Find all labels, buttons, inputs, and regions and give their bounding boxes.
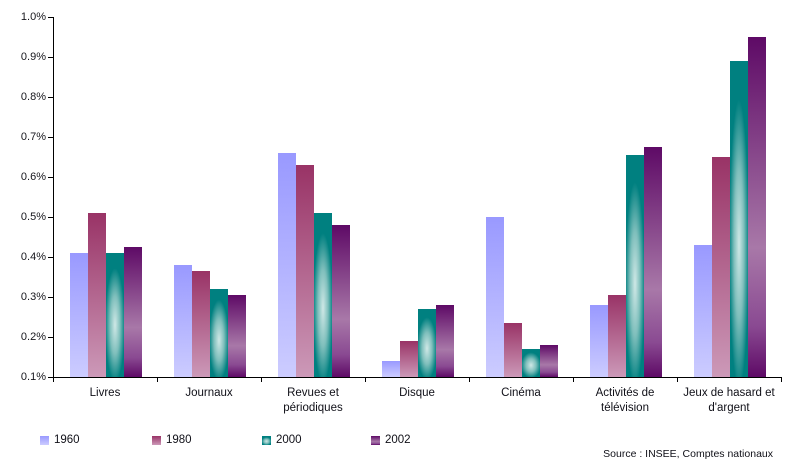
- category-label: Journaux: [154, 386, 264, 401]
- bar-1980: [504, 323, 522, 377]
- bar-1960: [70, 253, 88, 377]
- legend-item-1960: 1960: [40, 433, 80, 447]
- y-tick-mark: [48, 17, 53, 18]
- y-tick-label: 0.2%: [20, 331, 46, 343]
- bar-group-7: [678, 37, 782, 377]
- bar-group-5: [470, 217, 574, 377]
- y-tick-label: 0.3%: [20, 291, 46, 303]
- legend-swatch-icon: [152, 435, 161, 445]
- bar-2002: [228, 295, 246, 377]
- bar-1960: [174, 265, 192, 377]
- category-label-line: Jeux de hasard et: [683, 387, 775, 399]
- x-tick-mark: [261, 378, 262, 382]
- category-label-line: Revues et: [287, 387, 339, 399]
- y-tick-label: 0.5%: [20, 211, 46, 223]
- category-label-line: Activités de: [595, 387, 655, 399]
- bar-2002: [124, 247, 142, 377]
- x-tick-mark: [677, 378, 678, 382]
- legend-item-1980: 1980: [152, 433, 192, 447]
- legend-label: 1960: [54, 434, 80, 446]
- bar-1960: [694, 245, 712, 377]
- bar-2000: [210, 289, 228, 377]
- bar-2002: [540, 345, 558, 377]
- category-label-line: Livres: [89, 387, 121, 399]
- legend-swatch-icon: [371, 435, 380, 445]
- category-label-line: d'argent: [708, 402, 750, 414]
- source-note: Source : INSEE, Comptes nationaux: [603, 448, 773, 460]
- category-label: Livres: [50, 386, 160, 401]
- chart-legend: 1960 1980 2000 2002: [0, 433, 795, 451]
- bar-2000: [522, 349, 540, 377]
- bar-2000: [626, 155, 644, 377]
- bar-group-6: [574, 147, 678, 377]
- y-tick-mark: [48, 217, 53, 218]
- legend-label: 1980: [166, 434, 192, 446]
- category-label-line: télévision: [601, 402, 649, 414]
- category-label-line: Journaux: [185, 387, 233, 399]
- bar-2002: [436, 305, 454, 377]
- bar-1980: [400, 341, 418, 377]
- legend-item-2000: 2000: [262, 433, 302, 447]
- category-label: Activités de télévision: [570, 386, 680, 416]
- category-label-line: périodiques: [283, 402, 343, 414]
- bar-2002: [332, 225, 350, 377]
- category-label-line: Cinéma: [501, 387, 541, 399]
- legend-swatch-icon: [40, 435, 49, 445]
- legend-swatch-icon: [262, 435, 271, 445]
- bar-2000: [314, 213, 332, 377]
- category-label: Jeux de hasard et d'argent: [674, 386, 784, 416]
- y-tick-label: 0.8%: [20, 91, 46, 103]
- bar-1980: [192, 271, 210, 377]
- category-label: Cinéma: [466, 386, 576, 401]
- category-label-line: Disque: [399, 387, 435, 399]
- y-tick-mark: [48, 137, 53, 138]
- category-label: Revues et périodiques: [258, 386, 368, 416]
- x-tick-mark: [781, 378, 782, 382]
- bar-2002: [644, 147, 662, 377]
- bar-1980: [88, 213, 106, 377]
- y-tick-label: 1.0%: [20, 11, 46, 23]
- bar-2000: [730, 61, 748, 377]
- bar-1960: [278, 153, 296, 377]
- y-tick-mark: [48, 177, 53, 178]
- x-tick-mark: [365, 378, 366, 382]
- y-tick-mark: [48, 337, 53, 338]
- legend-item-2002: 2002: [371, 433, 411, 447]
- x-tick-mark: [573, 378, 574, 382]
- bar-2000: [106, 253, 124, 377]
- bar-1960: [590, 305, 608, 377]
- bar-1960: [486, 217, 504, 377]
- y-tick-label: 0.1%: [20, 371, 46, 383]
- bar-1980: [712, 157, 730, 377]
- y-tick-label: 0.9%: [20, 51, 46, 63]
- category-label: Disque: [362, 386, 472, 401]
- bar-2002: [748, 37, 766, 377]
- y-tick-mark: [48, 297, 53, 298]
- y-tick-mark: [48, 57, 53, 58]
- bar-2000: [418, 309, 436, 377]
- x-tick-mark: [469, 378, 470, 382]
- y-tick-label: 0.4%: [20, 251, 46, 263]
- y-tick-mark: [48, 257, 53, 258]
- x-tick-mark: [157, 378, 158, 382]
- y-tick-mark: [48, 377, 53, 378]
- y-tick-label: 0.7%: [20, 131, 46, 143]
- bar-group-1: [54, 213, 158, 377]
- y-tick-mark: [48, 97, 53, 98]
- bar-1980: [296, 165, 314, 377]
- bar-1980: [608, 295, 626, 377]
- legend-label: 2002: [385, 434, 411, 446]
- bar-group-4: [366, 305, 470, 377]
- bar-1960: [382, 361, 400, 377]
- plot-area: [53, 17, 782, 378]
- y-tick-label: 0.6%: [20, 171, 46, 183]
- legend-label: 2000: [276, 434, 302, 446]
- x-tick-mark: [53, 378, 54, 382]
- bar-group-2: [158, 265, 262, 377]
- bar-group-3: [262, 153, 366, 377]
